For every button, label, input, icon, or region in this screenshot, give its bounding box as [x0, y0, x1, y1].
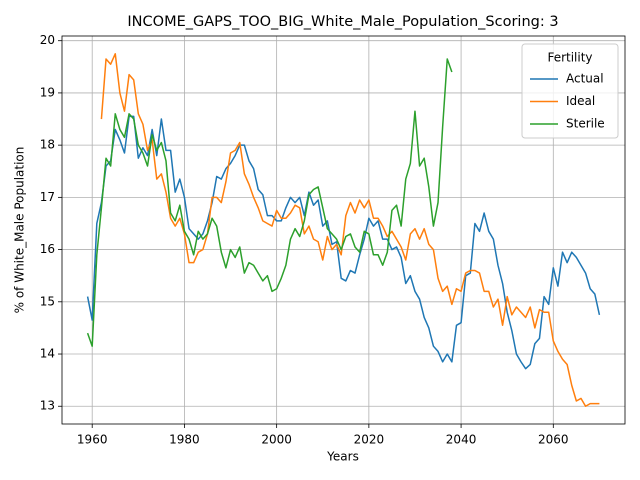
- legend: Fertility Actual Ideal Sterile: [521, 43, 619, 139]
- x-tick-label: 1980: [169, 433, 200, 447]
- series-line: [86, 58, 453, 347]
- chart-title: INCOME_GAPS_TOO_BIG_White_Male_Populatio…: [127, 14, 558, 30]
- y-tick-label: 15: [40, 294, 55, 308]
- y-tick-label: 18: [40, 138, 55, 152]
- y-axis-label: % of White_Male Population: [13, 147, 27, 314]
- x-tick-label: 2000: [261, 433, 292, 447]
- x-axis-label: Years: [326, 450, 359, 464]
- y-tick-label: 17: [40, 190, 55, 204]
- y-tick-label: 19: [40, 85, 55, 99]
- x-tick-label: 2020: [354, 433, 385, 447]
- legend-label: Ideal: [566, 94, 595, 108]
- series-line: [100, 53, 600, 407]
- y-tick-label: 20: [40, 33, 55, 47]
- x-tick-label: 2060: [538, 433, 569, 447]
- plot-frame: [61, 35, 626, 425]
- legend-label: Actual: [566, 72, 604, 86]
- y-tick-label: 14: [40, 347, 55, 361]
- y-tick-label: 16: [40, 242, 55, 256]
- legend-title: Fertility: [547, 51, 592, 65]
- legend-box: [521, 43, 619, 139]
- x-tick-label: 2040: [446, 433, 477, 447]
- series-line: [86, 115, 601, 370]
- x-tick-label: 1960: [77, 433, 108, 447]
- legend-label: Sterile: [566, 117, 605, 131]
- y-tick-label: 13: [40, 399, 55, 413]
